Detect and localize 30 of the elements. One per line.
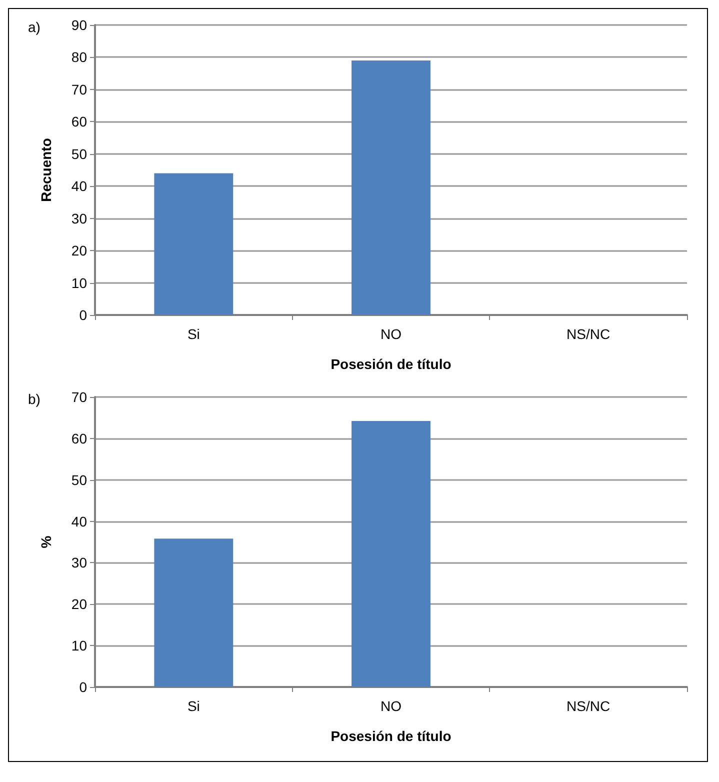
x-tick-label: Si [187, 698, 200, 714]
y-tick-label: 60 [71, 430, 88, 446]
y-tick-label: 30 [71, 210, 88, 226]
y-axis-title: Recuento [38, 138, 54, 202]
y-tick-label: 50 [71, 472, 88, 488]
y-tick-label: 40 [71, 513, 88, 530]
chart-title: a) [28, 19, 40, 35]
y-tick-label: 10 [71, 274, 88, 291]
y-tick-label: 50 [71, 146, 88, 162]
y-tick-label: 80 [71, 49, 88, 66]
x-tick-label: NO [380, 326, 402, 342]
y-tick-label: 70 [71, 81, 88, 98]
y-tick-label: 30 [71, 554, 88, 571]
chart-title: b) [28, 391, 40, 407]
x-axis-title: Posesión de título [330, 356, 452, 372]
y-tick-label: 0 [79, 679, 88, 695]
x-tick-label: NO [380, 698, 402, 714]
x-tick-label: NS/NC [566, 698, 610, 714]
x-axis-title: Posesión de título [330, 728, 452, 744]
y-tick-label: 90 [71, 17, 88, 33]
y-tick-label: 10 [71, 638, 88, 654]
y-tick-label: 40 [71, 178, 88, 194]
y-tick-label: 70 [71, 389, 88, 405]
y-tick-label: 20 [71, 596, 88, 612]
x-tick-label: NS/NC [566, 326, 610, 342]
y-axis-title: % [38, 535, 54, 548]
x-tick-label: Si [187, 326, 200, 342]
y-tick-label: 20 [71, 242, 88, 259]
y-tick-label: 0 [79, 307, 88, 323]
y-tick-label: 60 [71, 114, 88, 130]
